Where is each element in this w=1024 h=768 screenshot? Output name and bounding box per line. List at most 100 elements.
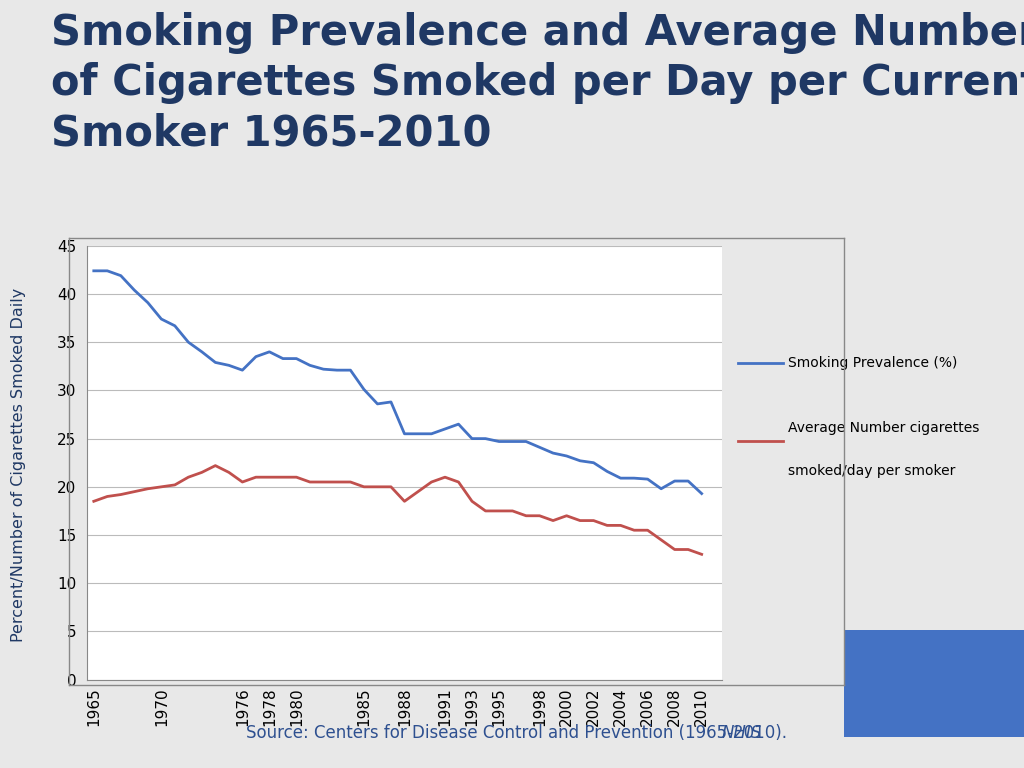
Average Number cigarettes
smoked/day per smoker: [156, 482, 168, 492]
Average Number cigarettes
smoked/day per smoker: [655, 535, 668, 545]
Average Number cigarettes
smoked/day per smoker: [276, 472, 289, 482]
Average Number cigarettes
smoked/day per smoker: [88, 497, 100, 506]
Line: Average Number cigarettes
smoked/day per smoker: Average Number cigarettes smoked/day per…: [94, 465, 701, 554]
Average Number cigarettes
smoked/day per smoker: [331, 478, 343, 487]
Smoking Prevalence (%): [223, 361, 236, 370]
Average Number cigarettes
smoked/day per smoker: [209, 461, 221, 470]
Smoking Prevalence (%): [250, 352, 262, 361]
Average Number cigarettes
smoked/day per smoker: [412, 487, 424, 496]
Average Number cigarettes
smoked/day per smoker: [439, 472, 452, 482]
Smoking Prevalence (%): [412, 429, 424, 439]
Smoking Prevalence (%): [439, 425, 452, 434]
Smoking Prevalence (%): [588, 458, 600, 467]
Smoking Prevalence (%): [614, 474, 627, 483]
Average Number cigarettes
smoked/day per smoker: [601, 521, 613, 530]
Text: Source: Centers for Disease Control and Prevention (1965-2010).: Source: Centers for Disease Control and …: [246, 724, 792, 743]
Average Number cigarettes
smoked/day per smoker: [223, 468, 236, 477]
Average Number cigarettes
smoked/day per smoker: [547, 516, 559, 525]
Average Number cigarettes
smoked/day per smoker: [385, 482, 397, 492]
Smoking Prevalence (%): [669, 476, 681, 485]
Average Number cigarettes
smoked/day per smoker: [115, 490, 127, 499]
Average Number cigarettes
smoked/day per smoker: [101, 492, 114, 501]
Average Number cigarettes
smoked/day per smoker: [128, 487, 140, 496]
Bar: [844, 630, 1024, 737]
Smoking Prevalence (%): [573, 456, 586, 465]
Text: Average Number cigarettes: Average Number cigarettes: [788, 421, 980, 435]
Smoking Prevalence (%): [493, 437, 505, 446]
Average Number cigarettes
smoked/day per smoker: [507, 506, 519, 515]
Smoking Prevalence (%): [398, 429, 411, 439]
Average Number cigarettes
smoked/day per smoker: [493, 506, 505, 515]
Smoking Prevalence (%): [372, 399, 384, 409]
Average Number cigarettes
smoked/day per smoker: [357, 482, 370, 492]
Average Number cigarettes
smoked/day per smoker: [520, 511, 532, 521]
Average Number cigarettes
smoked/day per smoker: [237, 478, 249, 487]
Smoking Prevalence (%): [237, 366, 249, 375]
Text: Percent/Number of Cigarettes Smoked Daily: Percent/Number of Cigarettes Smoked Dail…: [11, 287, 26, 642]
Smoking Prevalence (%): [169, 321, 181, 330]
Text: Smoking Prevalence (%): Smoking Prevalence (%): [788, 356, 957, 370]
Smoking Prevalence (%): [196, 347, 208, 356]
Average Number cigarettes
smoked/day per smoker: [682, 545, 694, 554]
Smoking Prevalence (%): [641, 475, 653, 484]
Smoking Prevalence (%): [425, 429, 437, 439]
Average Number cigarettes
smoked/day per smoker: [588, 516, 600, 525]
Smoking Prevalence (%): [263, 347, 275, 356]
Average Number cigarettes
smoked/day per smoker: [372, 482, 384, 492]
Smoking Prevalence (%): [101, 266, 114, 276]
Smoking Prevalence (%): [115, 271, 127, 280]
Smoking Prevalence (%): [290, 354, 302, 363]
Smoking Prevalence (%): [560, 452, 572, 461]
Average Number cigarettes
smoked/day per smoker: [573, 516, 586, 525]
Text: Smoking Prevalence and Average Number
of Cigarettes Smoked per Day per Current
S: Smoking Prevalence and Average Number of…: [50, 12, 1024, 154]
Average Number cigarettes
smoked/day per smoker: [425, 478, 437, 487]
Smoking Prevalence (%): [466, 434, 478, 443]
Average Number cigarettes
smoked/day per smoker: [169, 480, 181, 489]
Smoking Prevalence (%): [357, 385, 370, 394]
Smoking Prevalence (%): [344, 366, 356, 375]
Average Number cigarettes
smoked/day per smoker: [695, 550, 708, 559]
Average Number cigarettes
smoked/day per smoker: [641, 525, 653, 535]
Smoking Prevalence (%): [88, 266, 100, 276]
Average Number cigarettes
smoked/day per smoker: [628, 525, 640, 535]
Smoking Prevalence (%): [209, 358, 221, 367]
Average Number cigarettes
smoked/day per smoker: [466, 497, 478, 506]
Smoking Prevalence (%): [507, 437, 519, 446]
Average Number cigarettes
smoked/day per smoker: [263, 472, 275, 482]
Text: NHIS: NHIS: [722, 724, 762, 743]
Average Number cigarettes
smoked/day per smoker: [398, 497, 411, 506]
Line: Smoking Prevalence (%): Smoking Prevalence (%): [94, 271, 701, 494]
Average Number cigarettes
smoked/day per smoker: [344, 478, 356, 487]
Smoking Prevalence (%): [534, 442, 546, 452]
Average Number cigarettes
smoked/day per smoker: [304, 478, 316, 487]
Smoking Prevalence (%): [520, 437, 532, 446]
Smoking Prevalence (%): [182, 338, 195, 347]
Smoking Prevalence (%): [385, 397, 397, 406]
Average Number cigarettes
smoked/day per smoker: [182, 472, 195, 482]
Smoking Prevalence (%): [304, 361, 316, 370]
Average Number cigarettes
smoked/day per smoker: [479, 506, 492, 515]
Average Number cigarettes
smoked/day per smoker: [141, 484, 154, 493]
Average Number cigarettes
smoked/day per smoker: [614, 521, 627, 530]
Average Number cigarettes
smoked/day per smoker: [669, 545, 681, 554]
Average Number cigarettes
smoked/day per smoker: [290, 472, 302, 482]
Average Number cigarettes
smoked/day per smoker: [317, 478, 330, 487]
Smoking Prevalence (%): [317, 365, 330, 374]
Smoking Prevalence (%): [628, 474, 640, 483]
Smoking Prevalence (%): [655, 484, 668, 493]
Smoking Prevalence (%): [601, 467, 613, 476]
Smoking Prevalence (%): [276, 354, 289, 363]
Average Number cigarettes
smoked/day per smoker: [453, 478, 465, 487]
Smoking Prevalence (%): [141, 298, 154, 307]
Average Number cigarettes
smoked/day per smoker: [560, 511, 572, 521]
Smoking Prevalence (%): [128, 286, 140, 295]
Average Number cigarettes
smoked/day per smoker: [250, 472, 262, 482]
Text: smoked/day per smoker: smoked/day per smoker: [788, 465, 955, 478]
Smoking Prevalence (%): [695, 489, 708, 498]
Smoking Prevalence (%): [156, 314, 168, 323]
Smoking Prevalence (%): [479, 434, 492, 443]
Smoking Prevalence (%): [682, 476, 694, 485]
Smoking Prevalence (%): [453, 419, 465, 429]
Smoking Prevalence (%): [547, 449, 559, 458]
Average Number cigarettes
smoked/day per smoker: [534, 511, 546, 521]
